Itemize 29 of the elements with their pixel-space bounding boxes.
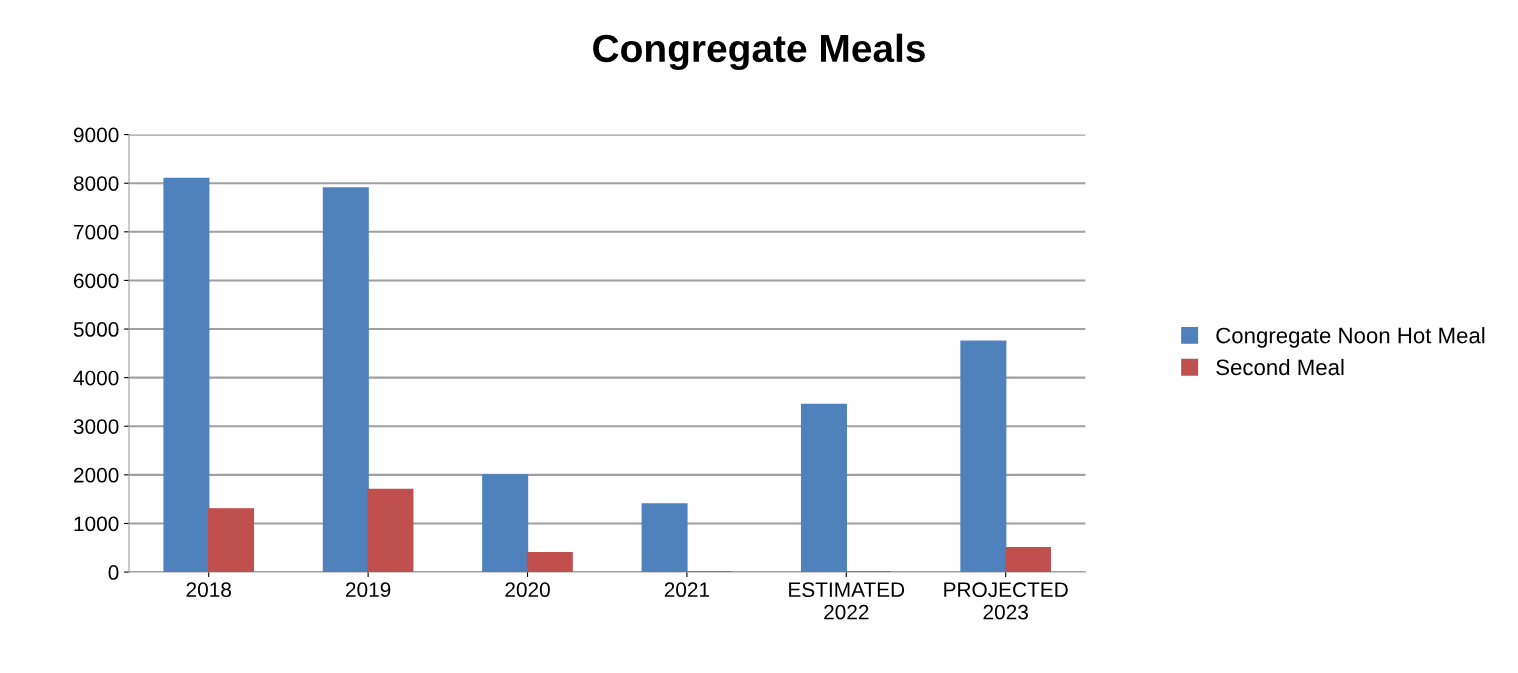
y-tick-label: 9000 <box>73 127 119 143</box>
x-tick-label: PROJECTED 2023 <box>944 582 1068 620</box>
x-tick-label: 2020 <box>505 582 550 598</box>
y-tick-label: 7000 <box>74 224 119 240</box>
y-tick-label: 5000 <box>73 322 119 337</box>
chart-title: Congregate Meals <box>593 33 925 71</box>
bar <box>367 488 414 573</box>
y-tick-label: 4000 <box>73 370 119 386</box>
y-tick-label: 3000 <box>73 419 119 434</box>
y-tick-label: 8000 <box>73 176 119 191</box>
x-tick-label: 2021 <box>664 582 710 598</box>
bar <box>208 508 255 573</box>
x-tick-label: 2019 <box>345 582 391 598</box>
bar <box>960 340 1007 573</box>
bar <box>1004 547 1051 573</box>
bar <box>163 177 210 573</box>
bar <box>800 403 847 573</box>
legend-label: Congregate Noon Hot Meal <box>1216 327 1485 348</box>
y-tick-label: 2000 <box>74 467 119 483</box>
x-tick-label: ESTIMATED 2022 <box>789 582 905 620</box>
y-tick-label: 0 <box>108 565 119 580</box>
legend-label: Second Meal <box>1216 358 1344 376</box>
x-tick-label: 2018 <box>186 582 231 598</box>
bar <box>322 187 369 573</box>
bar <box>526 551 573 573</box>
y-tick-label: 6000 <box>74 273 119 289</box>
bar <box>482 474 529 573</box>
bar <box>641 503 688 573</box>
y-tick-label: 1000 <box>74 516 119 532</box>
